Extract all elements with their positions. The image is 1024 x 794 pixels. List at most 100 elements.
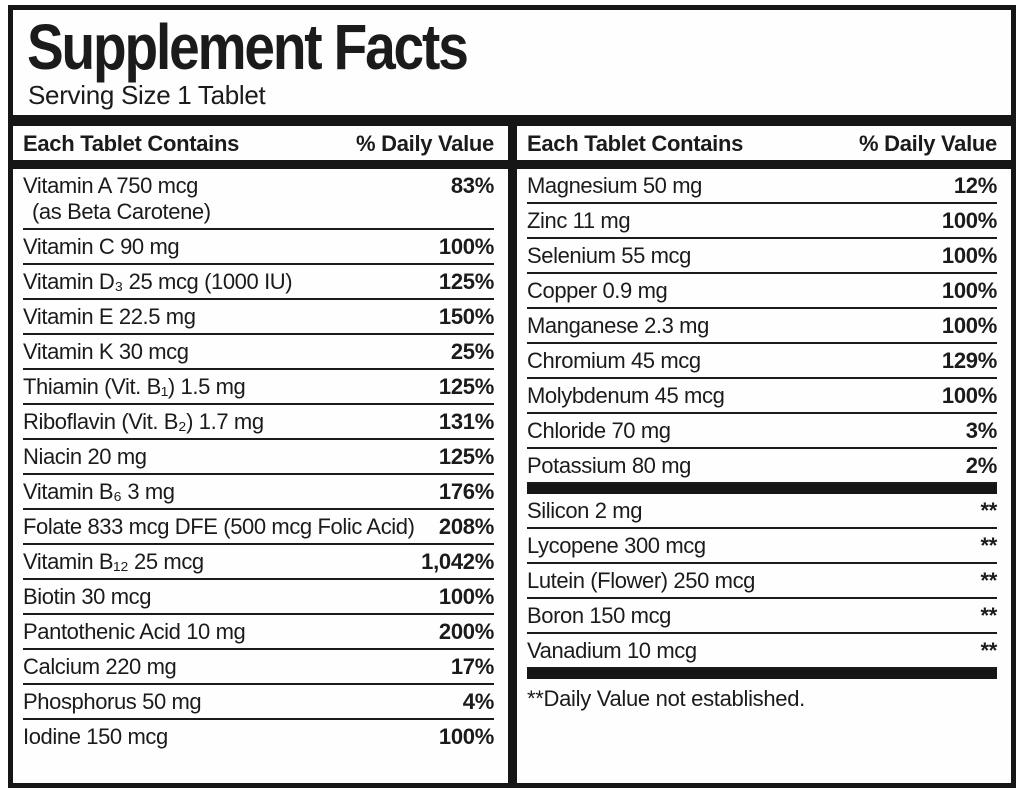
table-row: Manganese 2.3 mg 100% [527,309,997,344]
section-divider-bar [527,669,997,679]
column-divider-bar [508,126,517,783]
table-row: Vitamin D₃ 25 mcg (1000 IU) 125% [23,265,494,300]
table-row: Pantothenic Acid 10 mg 200% [23,615,494,650]
nutrient-name: Molybdenum 45 mcg [527,383,725,408]
nutrient-name: Silicon 2 mg [527,498,643,523]
daily-value: 200% [438,619,494,644]
table-row: Chloride 70 mg 3% [527,414,997,449]
daily-value: 150% [438,304,494,329]
daily-value: 131% [438,409,494,434]
daily-value: 129% [941,348,997,373]
header-contains-label: Each Tablet Contains [527,131,744,156]
daily-value: 100% [438,724,494,749]
nutrient-name: Vanadium 10 mcg [527,638,697,663]
header-divider-bar [517,160,1011,169]
daily-value-footnote: **Daily Value not established. [527,686,805,711]
nutrient-name: Vitamin E 22.5 mg [23,304,196,329]
top-divider-bar [13,115,1011,126]
daily-value: ** [980,603,997,628]
daily-value: 3% [965,418,998,443]
daily-value: 100% [438,584,494,609]
nutrient-name: Magnesium 50 mg [527,173,702,198]
daily-value: 208% [438,514,494,539]
header-daily-value-label: % Daily Value [356,131,494,156]
nutrient-name: Riboflavin (Vit. B₂) 1.7 mg [23,409,264,434]
nutrient-name: Folate 833 mcg DFE (500 mcg Folic Acid) [23,514,415,539]
table-row: Vitamin K 30 mcg 25% [23,335,494,370]
nutrient-name: Phosphorus 50 mg [23,689,202,714]
supplement-facts-label: Supplement Facts Serving Size 1 Tablet E… [8,5,1016,788]
nutrient-name: Boron 150 mcg [527,603,671,628]
daily-value: 1,042% [421,549,494,574]
label-title: Supplement Facts [27,11,469,83]
table-row: Chromium 45 mcg 129% [527,344,997,379]
table-row: Vitamin E 22.5 mg 150% [23,300,494,335]
table-row: Thiamin (Vit. B₁) 1.5 mg 125% [23,370,494,405]
table-row: Folate 833 mcg DFE (500 mcg Folic Acid) 2… [23,510,494,545]
daily-value: 100% [941,313,997,338]
table-row: Niacin 20 mg 125% [23,440,494,475]
table-row: Zinc 11 mg 100% [527,204,997,239]
facts-columns: Each Tablet Contains % Daily Value Vitam… [13,126,1011,783]
table-row: Riboflavin (Vit. B₂) 1.7 mg 131% [23,405,494,440]
daily-value: 4% [462,689,495,714]
nutrient-name: Lutein (Flower) 250 mcg [527,568,756,593]
daily-value: 176% [438,479,494,504]
table-row: Vitamin A 750 mcg (as Beta Carotene) 83% [23,169,494,230]
table-row: Vitamin B₆ 3 mg 176% [23,475,494,510]
nutrient-table-left: Vitamin A 750 mcg (as Beta Carotene) 83% Vi… [23,169,494,783]
daily-value: 125% [438,269,494,294]
serving-size: Serving Size 1 Tablet [28,80,266,110]
daily-value: 25% [450,339,494,364]
header-divider-bar [13,160,508,169]
column-right: Each Tablet Contains % Daily Value Magne… [517,126,1011,783]
nutrient-name: Vitamin B₆ 3 mg [23,479,175,504]
table-row: Copper 0.9 mg 100% [527,274,997,309]
daily-value: 12% [953,173,997,198]
table-row: Biotin 30 mcg 100% [23,580,494,615]
nutrient-name: Iodine 150 mcg [23,724,168,749]
table-row: Silicon 2 mg ** [527,494,997,529]
nutrient-name: Vitamin K 30 mcg [23,339,189,364]
table-row: Vitamin B₁₂ 25 mcg 1,042% [23,545,494,580]
nutrient-name: Potassium 80 mg [527,453,691,478]
table-row: Selenium 55 mcg 100% [527,239,997,274]
daily-value: 83% [450,173,494,198]
nutrient-name: Thiamin (Vit. B₁) 1.5 mg [23,374,246,399]
nutrient-name: Chloride 70 mg [527,418,671,443]
table-row: Magnesium 50 mg 12% [527,169,997,204]
column-right-header: Each Tablet Contains % Daily Value [517,126,1011,160]
header-daily-value-label: % Daily Value [859,131,997,156]
table-row: Potassium 80 mg 2% [527,449,997,484]
nutrient-name: Biotin 30 mcg [23,584,152,609]
table-row: Iodine 150 mcg 100% [23,720,494,753]
daily-value: 2% [965,453,998,478]
daily-value: 100% [941,243,997,268]
daily-value: 17% [450,654,494,679]
nutrient-name: Pantothenic Acid 10 mg [23,619,246,644]
nutrient-name: Copper 0.9 mg [527,278,668,303]
column-left-header: Each Tablet Contains % Daily Value [13,126,508,160]
nutrient-name: Vitamin B₁₂ 25 mcg [23,549,204,574]
nutrient-name: Lycopene 300 mcg [527,533,706,558]
daily-value: 125% [438,374,494,399]
nutrient-name: Zinc 11 mg [527,208,631,233]
nutrient-name: Manganese 2.3 mg [527,313,709,338]
table-row: Vanadium 10 mcg ** [527,634,997,669]
nutrient-name: Niacin 20 mg [23,444,147,469]
table-row: Molybdenum 45 mcg 100% [527,379,997,414]
daily-value: ** [980,638,997,663]
section-divider-bar [527,484,997,494]
nutrient-table-right: Magnesium 50 mg 12% Zinc 11 mg 100% Selenium… [527,169,997,783]
nutrient-name: Vitamin C 90 mg [23,234,180,259]
daily-value: ** [980,568,997,593]
daily-value: ** [980,498,997,523]
table-row: Lutein (Flower) 250 mcg ** [527,564,997,599]
nutrient-name: Chromium 45 mcg [527,348,701,373]
daily-value: 100% [941,278,997,303]
column-left: Each Tablet Contains % Daily Value Vitam… [13,126,508,783]
header-contains-label: Each Tablet Contains [23,131,240,156]
table-row: Calcium 220 mg 17% [23,650,494,685]
nutrient-name: Selenium 55 mcg [527,243,691,268]
daily-value: ** [980,533,997,558]
